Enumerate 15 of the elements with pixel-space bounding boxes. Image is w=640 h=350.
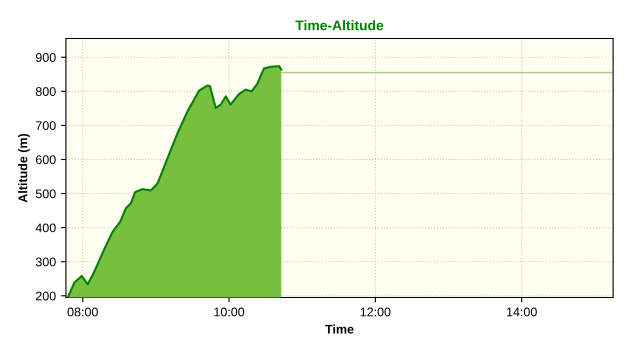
- y-tick-label: 200: [36, 292, 56, 300]
- x-tick-label: 12:00: [360, 308, 391, 316]
- x-axis-title: Time: [325, 324, 354, 334]
- y-tick-label: 800: [36, 87, 56, 96]
- chart-title: Time-Altitude: [295, 20, 384, 30]
- x-tick-label: 08:00: [68, 308, 98, 316]
- y-tick-label: 600: [36, 155, 56, 164]
- y-tick-label: 300: [36, 258, 56, 266]
- x-tick-label: 10:00: [214, 308, 244, 316]
- y-tick-label: 500: [36, 189, 56, 198]
- y-tick-label: 400: [36, 223, 56, 232]
- y-axis-title: Altitude (m): [18, 134, 30, 202]
- y-tick-label: 700: [36, 121, 56, 130]
- y-tick-label: 900: [36, 53, 56, 62]
- x-tick-label: 14:00: [506, 308, 537, 316]
